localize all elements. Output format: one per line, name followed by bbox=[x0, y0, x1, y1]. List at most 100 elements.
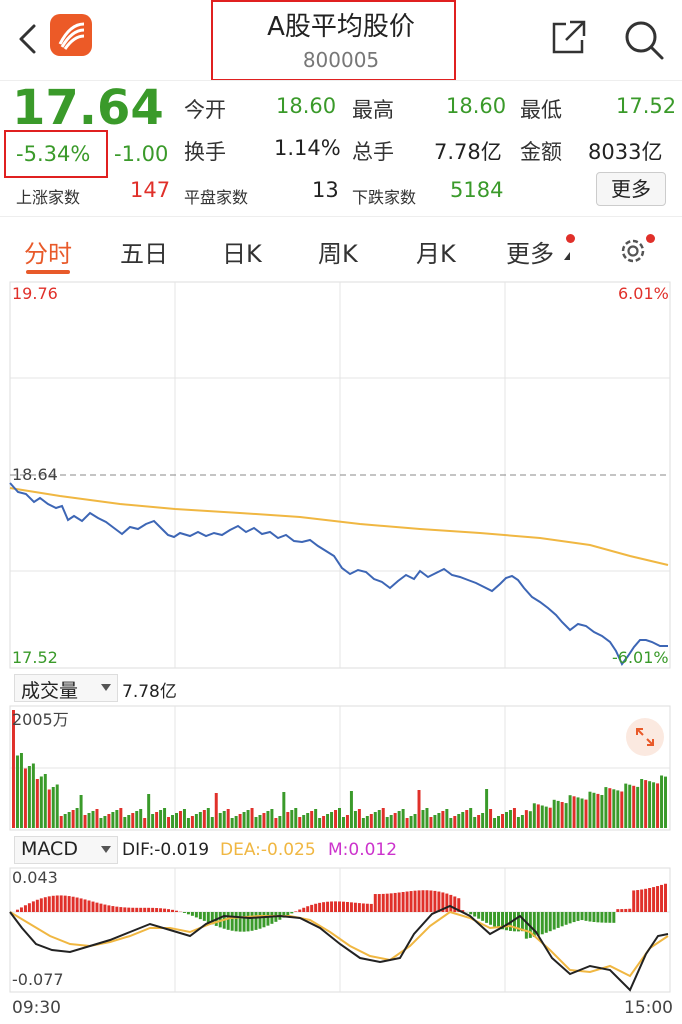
macd-bar bbox=[202, 912, 206, 921]
macd-axis-top: 0.043 bbox=[12, 868, 58, 887]
settings-icon[interactable] bbox=[618, 236, 648, 266]
back-icon[interactable] bbox=[14, 22, 42, 56]
volume-bar bbox=[536, 804, 540, 828]
macd-bar bbox=[469, 912, 473, 915]
macd-bar bbox=[544, 912, 548, 933]
macd-bar bbox=[334, 901, 338, 912]
macd-bar bbox=[381, 893, 385, 912]
macd-bar bbox=[171, 909, 175, 912]
volume-bar bbox=[632, 785, 636, 828]
stat-label-turnover: 换手 bbox=[184, 140, 226, 164]
macd-bar bbox=[127, 907, 131, 912]
volume-bar bbox=[182, 809, 186, 828]
volume-bar bbox=[648, 781, 652, 828]
volume-bar bbox=[175, 813, 178, 828]
dif-line bbox=[9, 904, 669, 992]
macd-bar bbox=[234, 912, 238, 932]
volume-bar bbox=[349, 791, 353, 828]
share-icon[interactable] bbox=[548, 18, 588, 58]
volume-bar bbox=[425, 808, 429, 828]
volume-bar bbox=[254, 817, 258, 828]
volume-bar bbox=[369, 814, 373, 828]
macd-bar bbox=[119, 907, 123, 912]
volume-bar bbox=[338, 808, 341, 828]
volume-bar bbox=[35, 779, 39, 828]
volume-bar bbox=[504, 812, 508, 828]
breadth-value-up: 147 bbox=[130, 178, 171, 202]
macd-bar bbox=[389, 893, 393, 912]
macd-bar bbox=[254, 912, 258, 930]
macd-bar bbox=[190, 912, 194, 916]
volume-bar bbox=[99, 818, 103, 828]
macd-bar bbox=[147, 907, 151, 912]
tab-weekly-k[interactable]: 周K bbox=[318, 240, 358, 268]
macd-bar bbox=[63, 895, 67, 912]
tab-more[interactable]: 更多 bbox=[506, 240, 554, 268]
macd-bar bbox=[306, 906, 310, 912]
volume-selector[interactable]: 成交量 bbox=[14, 674, 118, 702]
tab-daily-k[interactable]: 日K bbox=[222, 240, 262, 268]
macd-bar bbox=[485, 912, 489, 923]
macd-bar bbox=[628, 908, 632, 912]
macd-bar bbox=[107, 905, 111, 912]
macd-bar bbox=[477, 912, 481, 919]
macd-bar bbox=[31, 901, 35, 912]
macd-bar bbox=[218, 912, 222, 928]
volume-bar bbox=[660, 775, 664, 828]
volume-bar bbox=[433, 815, 437, 828]
stat-value-open: 18.60 bbox=[276, 94, 337, 118]
price-axis-bottom: 17.52 bbox=[12, 648, 58, 667]
volume-chart[interactable] bbox=[0, 704, 682, 832]
macd-chart[interactable] bbox=[0, 866, 682, 994]
macd-bar bbox=[266, 912, 270, 926]
macd-bar bbox=[55, 895, 59, 912]
tab-five-day[interactable]: 五日 bbox=[120, 240, 168, 268]
more-stats-button[interactable]: 更多 bbox=[596, 172, 666, 206]
macd-bar bbox=[298, 909, 302, 912]
macd-bar bbox=[143, 907, 147, 912]
stat-label-high: 最高 bbox=[352, 98, 394, 122]
macd-selector-label: MACD bbox=[21, 838, 78, 860]
volume-bar bbox=[59, 816, 63, 828]
volume-bar bbox=[194, 814, 198, 828]
macd-selector[interactable]: MACD bbox=[14, 836, 118, 864]
stat-label-low: 最低 bbox=[520, 98, 562, 122]
macd-bar bbox=[326, 901, 330, 912]
volume-bar bbox=[278, 816, 282, 828]
tab-monthly-k[interactable]: 月K bbox=[416, 240, 456, 268]
macd-bar bbox=[612, 912, 616, 923]
volume-bar bbox=[397, 811, 401, 828]
volume-bar bbox=[27, 766, 31, 828]
volume-bar bbox=[377, 810, 381, 828]
volume-bar bbox=[67, 812, 71, 828]
macd-bar bbox=[600, 912, 604, 923]
volume-bar bbox=[560, 802, 564, 828]
app-logo bbox=[50, 14, 92, 56]
tab-intraday[interactable]: 分时 bbox=[24, 240, 72, 268]
volume-bar bbox=[242, 812, 246, 828]
macd-bar bbox=[322, 902, 326, 912]
volume-bar bbox=[226, 809, 230, 828]
volume-bar bbox=[644, 780, 648, 828]
volume-bar bbox=[604, 787, 608, 828]
breadth-label-up: 上涨家数 bbox=[16, 188, 81, 207]
volume-bar bbox=[564, 803, 568, 828]
volume-bar bbox=[302, 815, 306, 828]
macd-bar bbox=[552, 912, 556, 930]
volume-bar bbox=[568, 795, 572, 828]
stat-label-amount: 金额 bbox=[520, 140, 562, 164]
volume-bar bbox=[107, 814, 111, 828]
volume-bar bbox=[544, 806, 548, 828]
macd-bar bbox=[620, 909, 624, 912]
search-icon[interactable] bbox=[622, 18, 666, 62]
volume-bar bbox=[222, 811, 226, 828]
volume-bar bbox=[636, 786, 640, 828]
price-chart[interactable] bbox=[0, 280, 682, 670]
time-axis-end: 15:00 bbox=[624, 998, 673, 1018]
volume-bar bbox=[330, 812, 334, 828]
macd-bar bbox=[286, 912, 290, 916]
volume-bar bbox=[159, 810, 163, 828]
macd-bar bbox=[23, 905, 27, 912]
volume-bar bbox=[218, 813, 222, 828]
expand-icon[interactable] bbox=[626, 718, 664, 756]
